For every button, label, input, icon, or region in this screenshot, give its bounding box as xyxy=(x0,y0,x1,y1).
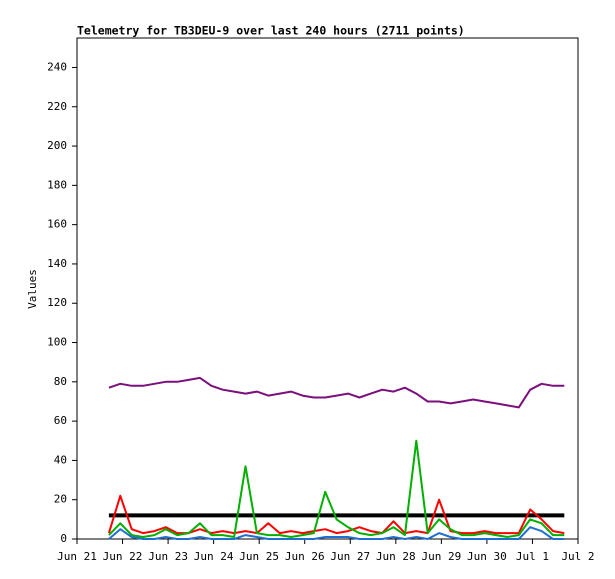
y-tick-label: 100 xyxy=(47,336,67,349)
y-tick-label: 240 xyxy=(47,60,67,73)
series-line xyxy=(108,376,565,409)
x-tick-label: Jun 26 xyxy=(285,550,325,563)
y-tick-label: 220 xyxy=(47,100,67,113)
y-tick-label: 180 xyxy=(47,178,67,191)
x-tick-label: Jun 25 xyxy=(239,550,279,563)
chart-title: Telemetry for TB3DEU-9 over last 240 hou… xyxy=(77,24,465,38)
x-tick-label: Jun 23 xyxy=(148,550,188,563)
y-axis-label: Values xyxy=(26,269,39,309)
y-tick-label: 60 xyxy=(54,414,67,427)
y-tick-label: 140 xyxy=(47,257,67,270)
y-tick-label: 80 xyxy=(54,375,67,388)
x-tick-label: Jun 21 xyxy=(57,550,97,563)
x-tick-label: Jun 22 xyxy=(103,550,143,563)
series-line xyxy=(108,526,565,540)
y-tick-label: 40 xyxy=(54,453,67,466)
y-tick-label: 200 xyxy=(47,139,67,152)
y-tick-label: 20 xyxy=(54,493,67,506)
x-tick-label: Jul 1 xyxy=(516,550,549,563)
y-tick-label: 0 xyxy=(60,532,67,545)
y-tick-label: 120 xyxy=(47,296,67,309)
x-tick-label: Jun 30 xyxy=(467,550,507,563)
y-tick-label: 160 xyxy=(47,218,67,231)
x-tick-label: Jun 27 xyxy=(330,550,370,563)
plot-frame xyxy=(76,37,579,540)
x-tick-label: Jul 2 xyxy=(561,550,594,563)
x-tick-label: Jun 29 xyxy=(421,550,461,563)
series-line xyxy=(108,439,565,538)
x-tick-label: Jun 24 xyxy=(194,550,234,563)
x-tick-label: Jun 28 xyxy=(376,550,416,563)
